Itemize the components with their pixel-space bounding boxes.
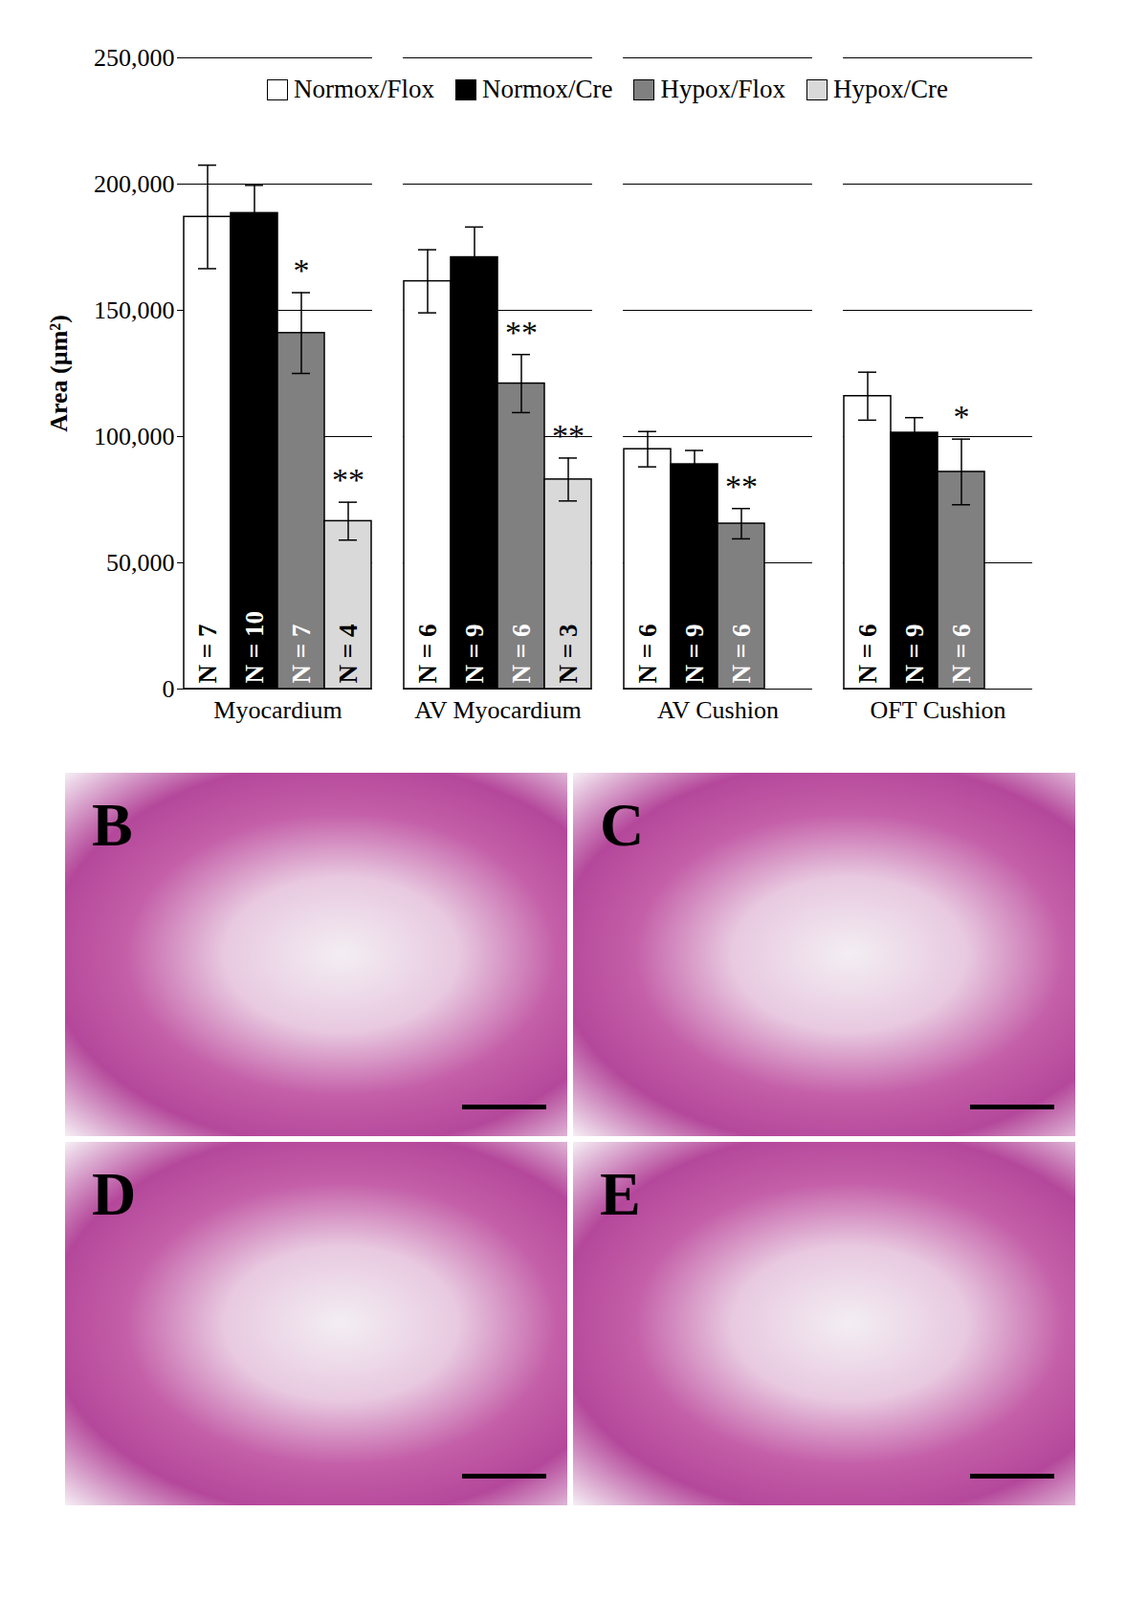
- html-text:Hypox/Cre: Hypox/Cre: [833, 74, 949, 104]
- svg-text:N = 6: N = 6: [727, 624, 756, 685]
- html-text:B: B: [91, 791, 133, 860]
- svg-text:N = 9: N = 9: [900, 624, 929, 685]
- svg-text:**: **: [551, 418, 585, 454]
- svg-text:0: 0: [162, 675, 176, 704]
- svg-text:150,000: 150,000: [93, 296, 176, 325]
- svg-text:250,000: 250,000: [93, 44, 176, 72]
- html-text:Normox/Cre: Normox/Cre: [482, 74, 613, 104]
- svg-text:N = 6: N = 6: [413, 624, 442, 685]
- svg-text:OFT Cushion: OFT Cushion: [870, 696, 1007, 725]
- svg-text:N = 10: N = 10: [240, 611, 269, 684]
- html-text:D: D: [91, 1160, 137, 1229]
- svg-text:N = 3: N = 3: [553, 624, 583, 685]
- svg-text:AV Myocardium: AV Myocardium: [414, 696, 582, 725]
- svg-text:*: *: [953, 398, 971, 435]
- svg-text:N = 6: N = 6: [947, 624, 976, 685]
- svg-text:50,000: 50,000: [106, 549, 176, 577]
- svg-text:N = 9: N = 9: [680, 624, 709, 685]
- html-text:Normox/Flox: Normox/Flox: [293, 74, 435, 104]
- html-text:C: C: [599, 791, 645, 860]
- svg-text:N = 6: N = 6: [853, 624, 883, 685]
- svg-text:N = 6: N = 6: [507, 624, 536, 685]
- svg-text:Myocardium: Myocardium: [213, 696, 342, 725]
- svg-text:100,000: 100,000: [93, 422, 176, 451]
- svg-text:N = 4: N = 4: [333, 624, 363, 685]
- svg-text:**: **: [331, 462, 365, 498]
- html-text:Hypox/Flox: Hypox/Flox: [660, 74, 786, 104]
- svg-text:**: **: [505, 314, 538, 351]
- svg-text:**: **: [725, 468, 758, 505]
- svg-text:*: *: [293, 252, 310, 288]
- html-text:E: E: [599, 1160, 641, 1229]
- svg-text:AV Cushion: AV Cushion: [657, 696, 779, 725]
- svg-text:N = 9: N = 9: [460, 624, 489, 685]
- svg-text:N = 7: N = 7: [287, 624, 316, 685]
- svg-text:200,000: 200,000: [93, 170, 176, 199]
- svg-text:N = 7: N = 7: [193, 624, 222, 685]
- svg-text:Area (µm²): Area (µm²): [44, 314, 73, 433]
- svg-text:N = 6: N = 6: [633, 624, 663, 685]
